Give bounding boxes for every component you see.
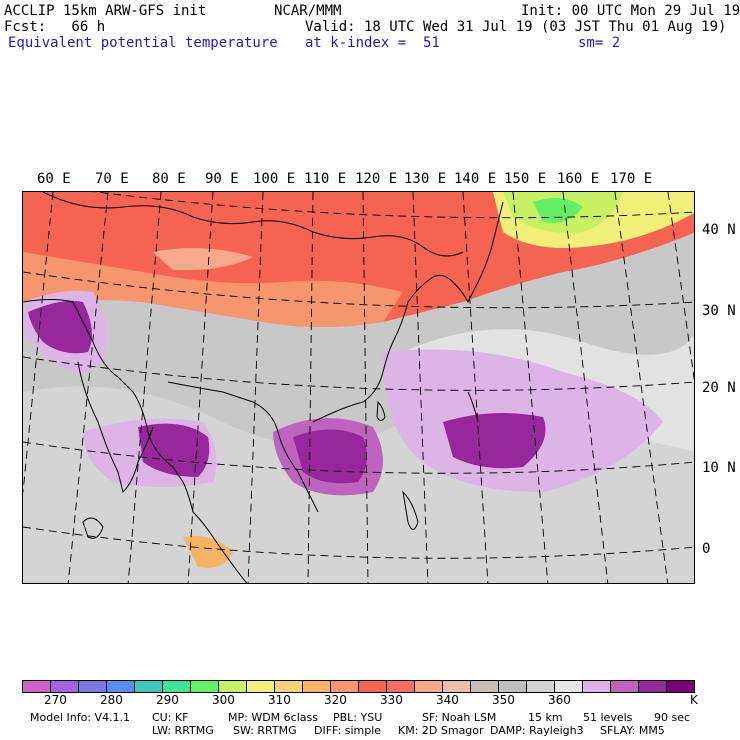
km-scheme: KM: 2D Smagor <box>398 724 484 737</box>
lat-label: 20 N <box>702 380 736 396</box>
colorbar-swatch <box>639 681 667 692</box>
lon-label: 110 E <box>304 171 347 187</box>
colorbar-swatch <box>79 681 107 692</box>
lon-label: 70 E <box>95 171 129 187</box>
colorbar-swatch <box>415 681 443 692</box>
colorbar-swatch <box>331 681 359 692</box>
time-step: 90 sec <box>654 711 691 724</box>
colorbar-swatch <box>219 681 247 692</box>
colorbar-unit: K <box>690 693 698 707</box>
map-panel <box>22 191 695 584</box>
colorbar-tick: 310 <box>268 693 291 707</box>
orange-patch-south <box>183 536 233 568</box>
colorbar-tick: 350 <box>492 693 515 707</box>
colorbar-swatch <box>135 681 163 692</box>
level-label: at k-index = 51 <box>305 35 440 51</box>
lon-label: 90 E <box>205 171 239 187</box>
lon-label: 60 E <box>37 171 71 187</box>
sw-scheme: SW: RRTMG <box>233 724 297 737</box>
colorbar-swatch <box>275 681 303 692</box>
colorbar-swatch <box>107 681 135 692</box>
colorbar-swatch <box>247 681 275 692</box>
lon-label: 150 E <box>504 171 547 187</box>
lon-label: 170 E <box>610 171 653 187</box>
colorbar-swatch <box>23 681 51 692</box>
lon-label: 140 E <box>454 171 497 187</box>
colorbar-tick: 320 <box>324 693 347 707</box>
purple-region-bay <box>138 423 210 477</box>
colorbar-swatch <box>555 681 583 692</box>
sflay-scheme: SFLAY: MM5 <box>600 724 665 737</box>
init-time: Init: 00 UTC Mon 29 Jul 19 <box>521 3 740 19</box>
colorbar-swatch <box>191 681 219 692</box>
colorbar-swatch <box>303 681 331 692</box>
lon-label: 120 E <box>355 171 398 187</box>
warm-patch <box>153 248 253 271</box>
valid-time: Valid: 18 UTC Wed 31 Jul 19 (03 JST Thu … <box>305 19 727 35</box>
cu-scheme: CU: KF <box>152 711 189 724</box>
lon-label: 80 E <box>152 171 186 187</box>
colorbar-swatch <box>667 681 694 692</box>
lat-label: 40 N <box>702 222 736 238</box>
lat-label: 30 N <box>702 303 736 319</box>
latitude-grid <box>23 192 694 559</box>
colorbar-swatch <box>443 681 471 692</box>
lon-label: 130 E <box>404 171 447 187</box>
smoothing-label: sm= 2 <box>578 35 621 51</box>
colorbar-tick: 280 <box>100 693 123 707</box>
colorbar-tick: 300 <box>212 693 235 707</box>
field-name: Equivalent potential temperature <box>8 35 278 51</box>
colorbar-swatch <box>527 681 555 692</box>
institution-label: NCAR/MMM <box>274 3 342 19</box>
diff-scheme: DIFF: simple <box>314 724 382 737</box>
model-info: Model Info: V4.1.1 <box>30 711 131 724</box>
colorbar-tick: 270 <box>44 693 67 707</box>
warm-band-edge <box>23 252 403 327</box>
colorbar-swatch <box>387 681 415 692</box>
colorbar-swatch <box>583 681 611 692</box>
purple-region-west <box>28 300 92 354</box>
lw-scheme: LW: RRTMG <box>152 724 214 737</box>
colorbar-swatch <box>499 681 527 692</box>
colorbar-tick: 360 <box>548 693 571 707</box>
colorbar-swatch <box>51 681 79 692</box>
pbl-scheme: PBL: YSU <box>333 711 383 724</box>
lon-label: 160 E <box>557 171 600 187</box>
vertical-levels: 51 levels <box>583 711 633 724</box>
colorbar-tick: 340 <box>436 693 459 707</box>
colorbar-swatch <box>471 681 499 692</box>
lon-label: 100 E <box>253 171 296 187</box>
purple-region-pacific <box>443 413 546 469</box>
colorbar-swatch <box>163 681 191 692</box>
colorbar-tick: 290 <box>156 693 179 707</box>
lat-label: 10 N <box>702 460 736 476</box>
colorbar-swatch <box>611 681 639 692</box>
sf-scheme: SF: Noah LSM <box>422 711 497 724</box>
theta-e-map <box>23 192 694 583</box>
forecast-hour: Fcst: 66 h <box>4 19 106 35</box>
damp-scheme: DAMP: Rayleigh3 <box>490 724 584 737</box>
lat-label: 0 <box>702 541 711 557</box>
resolution: 15 km <box>528 711 563 724</box>
mp-scheme: MP: WDM 6class <box>228 711 318 724</box>
colorbar-tick: 330 <box>380 693 403 707</box>
colorbar-swatch <box>359 681 387 692</box>
coastlines <box>23 192 504 583</box>
model-title: ACCLIP 15km ARW-GFS init <box>4 3 207 19</box>
colorbar <box>22 680 695 693</box>
